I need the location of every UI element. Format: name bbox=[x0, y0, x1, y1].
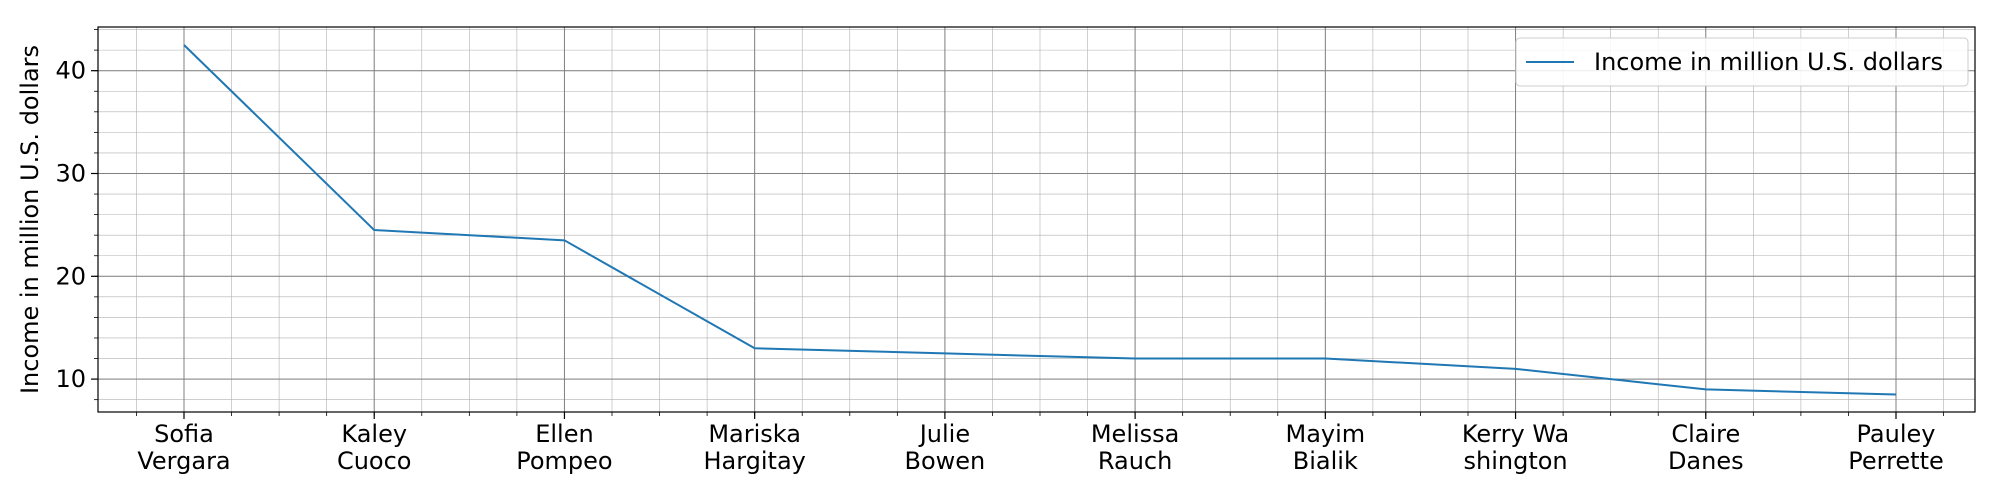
x-tick-label: Sofia Vergara bbox=[137, 420, 230, 475]
y-tick-label: 10 bbox=[55, 365, 86, 393]
series-line bbox=[183, 44, 1897, 396]
x-tick-label-line: Kaley bbox=[341, 420, 407, 448]
series-layer bbox=[183, 44, 1897, 396]
x-tick-label-line: Bowen bbox=[905, 447, 986, 475]
x-tick-label-line: Danes bbox=[1668, 447, 1744, 475]
legend-entry: Income in million U.S. dollars bbox=[1594, 48, 1943, 76]
y-axis: 10 20 30 40 bbox=[55, 29, 98, 401]
x-tick-label: Kerry Wa shington bbox=[1462, 420, 1569, 475]
x-tick-label-line: Kerry Wa bbox=[1462, 420, 1569, 448]
x-tick-label-line: Rauch bbox=[1098, 447, 1172, 475]
x-tick-label-line: Cuoco bbox=[337, 447, 412, 475]
legend-box bbox=[1515, 37, 1969, 87]
x-tick-label: Pauley Perrette bbox=[1848, 420, 1944, 475]
x-tick-label: Melissa Rauch bbox=[1091, 420, 1180, 475]
y-tick-label: 40 bbox=[55, 57, 86, 85]
x-tick-label-line: shington bbox=[1463, 447, 1567, 475]
x-tick-label-line: Hargitay bbox=[703, 447, 805, 475]
x-tick-label-line: Melissa bbox=[1091, 420, 1180, 448]
x-tick-label-line: Pauley bbox=[1857, 420, 1936, 448]
legend: Income in million U.S. dollars bbox=[1515, 37, 1969, 87]
x-tick-label-line: Mariska bbox=[708, 420, 801, 448]
y-tick-label: 20 bbox=[55, 262, 86, 290]
x-tick-label: Julie Bowen bbox=[905, 420, 986, 475]
x-tick-label-line: Vergara bbox=[137, 447, 230, 475]
y-axis-label: Income in million U.S. dollars bbox=[16, 45, 44, 394]
x-tick-label: Kaley Cuoco bbox=[337, 420, 412, 475]
x-tick-label-line: Bialik bbox=[1293, 447, 1358, 475]
y-tick-label: 30 bbox=[55, 159, 86, 187]
x-tick-label-line: Claire bbox=[1671, 420, 1740, 448]
x-tick-label-line: Ellen bbox=[535, 420, 593, 448]
x-tick-label-line: Pompeo bbox=[516, 447, 612, 475]
x-tick-label-line: Mayim bbox=[1285, 420, 1365, 448]
x-tick-label-line: Sofia bbox=[154, 420, 214, 448]
x-tick-label: Mariska Hargitay bbox=[703, 420, 805, 475]
plot-area-frame bbox=[97, 26, 1976, 413]
x-tick-label: Mayim Bialik bbox=[1285, 420, 1365, 475]
x-tick-label: Ellen Pompeo bbox=[516, 420, 612, 475]
x-tick-label-line: Julie bbox=[918, 420, 970, 448]
x-axis: Sofia Vergara Kaley Cuoco Ellen Pompeo Mariska… bbox=[136, 412, 1944, 475]
x-tick-label-line: Perrette bbox=[1848, 447, 1944, 475]
x-tick-label: Claire Danes bbox=[1668, 420, 1744, 475]
